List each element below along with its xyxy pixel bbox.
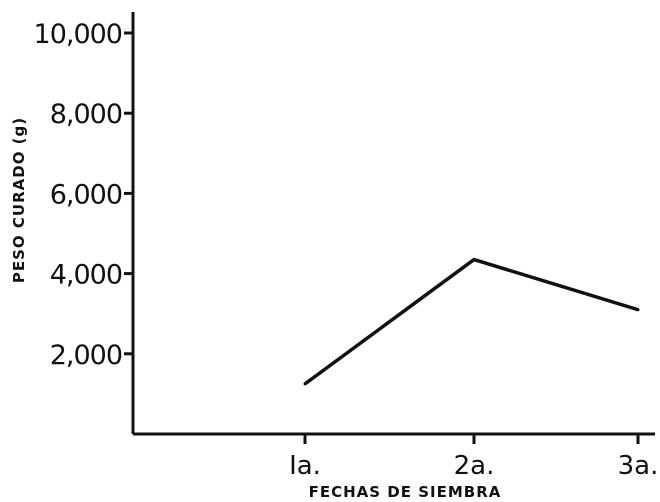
y-tick-label: 2,000 xyxy=(50,340,122,371)
y-tick-label: 4,000 xyxy=(50,260,122,291)
series-layer xyxy=(303,257,640,386)
y-axis-title: PESO CURADO (g) xyxy=(10,117,28,283)
chart-axes xyxy=(131,12,655,436)
y-tick-label: 6,000 xyxy=(50,179,122,210)
x-axis-title: FECHAS DE SIEMBRA xyxy=(309,483,502,501)
x-ticks: Ia. 2a. 3a. xyxy=(289,434,658,481)
series-line xyxy=(303,257,639,386)
data-point xyxy=(636,308,640,312)
y-tick-label: 8,000 xyxy=(50,99,122,130)
x-tick-label: Ia. xyxy=(289,451,321,481)
y-ticks: 2,000 4,000 6,000 8,000 10,000 xyxy=(34,19,133,371)
data-point xyxy=(472,258,476,262)
y-tick-label: 10,000 xyxy=(34,19,122,50)
x-tick-label: 3a. xyxy=(618,451,659,481)
x-tick-label: 2a. xyxy=(454,451,495,481)
data-point xyxy=(303,382,307,386)
